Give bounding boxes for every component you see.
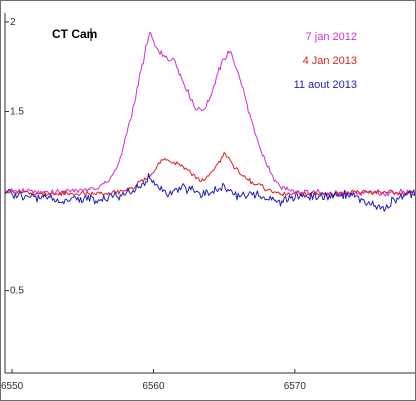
x-tick-label: 6550 (1, 381, 24, 392)
y-tick-label: 1.5 (10, 107, 24, 118)
chart-title: CT Cam (52, 27, 97, 41)
x-tick-label: 6570 (284, 381, 307, 392)
series-group (4, 31, 415, 212)
legend: 7 jan 2012 4 Jan 2013 11 aout 2013 (294, 31, 357, 91)
series-line (4, 172, 415, 212)
x-tick-label: 6560 (142, 381, 165, 392)
x-ticks: 6550 6560 6570 (1, 369, 306, 392)
legend-entry: 7 jan 2012 (306, 31, 357, 43)
y-tick-label: 2 (10, 17, 16, 28)
legend-entry: 11 aout 2013 (294, 79, 357, 91)
y-tick-label: 0.5 (10, 286, 24, 297)
y-ticks: 0.5 1.5 2 (5, 17, 24, 297)
legend-entry: 4 Jan 2013 (303, 55, 357, 67)
